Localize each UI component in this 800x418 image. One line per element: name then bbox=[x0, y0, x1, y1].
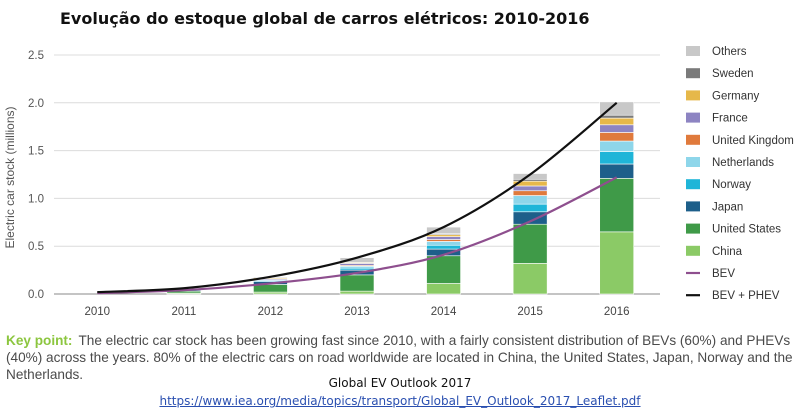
legend-label: Germany bbox=[712, 90, 760, 102]
x-tick-label: 2011 bbox=[171, 306, 196, 318]
legend-label: Netherlands bbox=[712, 157, 774, 169]
bar-segment bbox=[426, 283, 461, 295]
key-point: Key point: The electric car stock has bee… bbox=[6, 332, 794, 383]
bar-segment bbox=[512, 263, 548, 295]
legend-label: BEV + PHEV bbox=[712, 290, 780, 302]
legend-swatch bbox=[686, 134, 700, 145]
bar-segment bbox=[599, 151, 635, 165]
legend-label: China bbox=[712, 246, 743, 258]
bar-segment bbox=[512, 195, 548, 205]
bar-segment bbox=[599, 132, 635, 142]
bar-segment bbox=[512, 185, 548, 192]
legend-swatch bbox=[686, 223, 700, 234]
legend-label: France bbox=[712, 113, 748, 125]
key-point-text: The electric car stock has been growing … bbox=[6, 333, 793, 382]
bar-segment bbox=[599, 231, 635, 295]
source-caption: Global EV Outlook 2017 bbox=[328, 376, 472, 390]
legend-swatch bbox=[686, 46, 700, 56]
y-tick-label: 0.5 bbox=[28, 241, 44, 253]
ev-stock-chart: 0.0 0.5 1.0 1.5 2.0 2.5 Electric car stock (mi… bbox=[3, 46, 794, 318]
y-axis-label: Electric car stock (millions) bbox=[3, 106, 17, 248]
bar-segment bbox=[512, 203, 548, 213]
bar-segment bbox=[426, 241, 461, 246]
legend-swatch bbox=[686, 201, 700, 212]
bar-segment bbox=[426, 236, 461, 240]
bar-segment bbox=[599, 101, 635, 116]
x-tick-label: 2016 bbox=[604, 306, 630, 318]
legend-label: Sweden bbox=[712, 68, 754, 80]
legend-label: Others bbox=[712, 46, 747, 58]
y-tick-label: 0.0 bbox=[28, 289, 44, 301]
source-link[interactable]: https://www.iea.org/media/topics/transpo… bbox=[159, 394, 641, 408]
bar-segment bbox=[599, 163, 635, 179]
bar-segment bbox=[599, 114, 635, 119]
bar-segment bbox=[599, 117, 635, 126]
y-tick-label: 1.0 bbox=[28, 193, 44, 205]
key-point-label: Key point: bbox=[6, 333, 73, 348]
bar-segment bbox=[512, 223, 548, 264]
bar-segment bbox=[339, 290, 375, 295]
bar-segment bbox=[426, 255, 461, 284]
x-tick-label: 2012 bbox=[258, 306, 284, 318]
legend-label: United States bbox=[712, 224, 781, 236]
legend-swatch bbox=[686, 179, 700, 190]
x-tick-label: 2013 bbox=[344, 306, 370, 318]
series-line bbox=[97, 176, 618, 295]
chart-title: Evolução do estoque global de carros elé… bbox=[60, 9, 590, 28]
bar-segment bbox=[339, 274, 375, 292]
y-tick-label: 2.5 bbox=[28, 50, 44, 62]
y-tick-label: 1.5 bbox=[28, 146, 44, 158]
legend-label: BEV bbox=[712, 268, 735, 280]
bar-segment bbox=[426, 244, 461, 250]
x-tick-label: 2015 bbox=[517, 306, 543, 318]
legend-swatch bbox=[686, 112, 700, 123]
y-tick-label: 2.0 bbox=[28, 98, 44, 110]
legend-label: Norway bbox=[712, 179, 751, 191]
x-tick-label: 2014 bbox=[431, 306, 457, 318]
legend-swatch bbox=[686, 157, 700, 167]
x-tick-label: 2010 bbox=[84, 306, 110, 318]
bar-segment bbox=[599, 140, 635, 152]
legend-label: Japan bbox=[712, 201, 743, 213]
legend-label: United Kingdom bbox=[712, 135, 794, 147]
legend-swatch bbox=[686, 245, 700, 256]
series-line bbox=[97, 101, 618, 294]
legend-swatch bbox=[686, 68, 700, 79]
bar-segment bbox=[512, 190, 548, 196]
legend-swatch bbox=[686, 90, 700, 101]
bar-segment bbox=[599, 178, 635, 233]
bar-segment bbox=[599, 124, 635, 133]
